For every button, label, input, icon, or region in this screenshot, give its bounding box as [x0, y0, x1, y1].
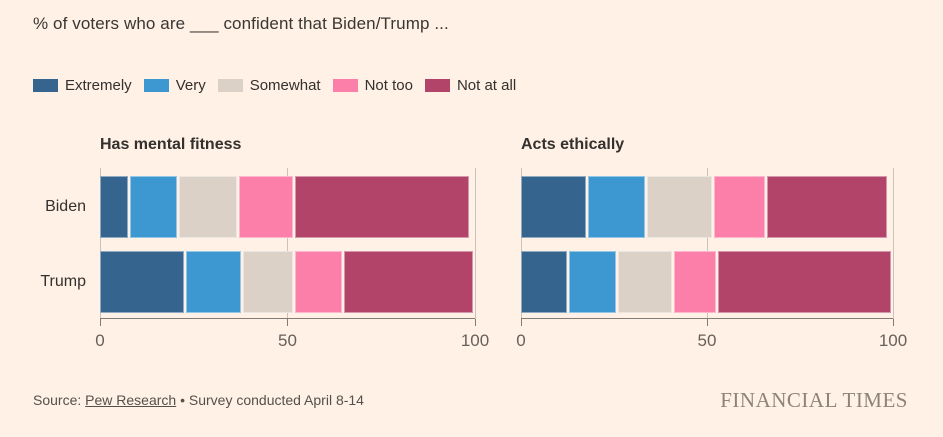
footer: Source: Pew Research • Survey conducted …: [33, 386, 908, 414]
gridline-0: [520, 168, 522, 319]
financial-times-logo: FINANCIAL TIMES: [720, 387, 908, 412]
legend-label: Not at all: [456, 77, 517, 94]
page-title: % of voters who are ___ confident that B…: [33, 14, 449, 33]
bar-segment-trump-not-at-all: [718, 251, 891, 313]
bar-row-biden: [100, 176, 475, 238]
bar-segment-biden-very: [130, 176, 177, 238]
x-axis-line: [100, 318, 475, 319]
gridline-100: [892, 168, 894, 319]
bar-segment-biden-somewhat: [647, 176, 713, 238]
bar-row-biden: [521, 176, 893, 238]
gridline-0: [99, 168, 101, 319]
bar-row-trump: [521, 251, 893, 313]
bar-row-trump: [100, 251, 475, 313]
axis-tick-label: 0: [516, 331, 526, 350]
chart-acts-ethically: Acts ethically 0 50 100: [516, 136, 907, 350]
legend-swatch-icon: [143, 79, 169, 92]
bar-segment-trump-not-at-all: [343, 251, 473, 313]
gridline-100: [474, 168, 476, 319]
legend-item-very: Very: [143, 77, 206, 94]
bar-segment-trump-very: [569, 251, 616, 313]
legend-item-not-too: Not too: [332, 77, 413, 94]
bar-segment-biden-very: [587, 176, 646, 238]
axis-tick-label: 50: [697, 331, 717, 350]
legend-swatch-icon: [33, 79, 58, 92]
gridline-50: [287, 168, 288, 319]
category-label-biden: Biden: [45, 198, 86, 215]
legend-item-not-at-all: Not at all: [424, 77, 517, 94]
bar-segment-trump-extremely: [521, 251, 568, 313]
source-link[interactable]: Pew Research: [85, 392, 177, 408]
bar-segment-biden-not-at-all: [295, 176, 470, 238]
legend-label: Very: [175, 77, 206, 94]
chart-subtitle: Acts ethically: [521, 136, 625, 153]
bar-segment-biden-somewhat: [178, 176, 237, 238]
bar-segment-trump-not-too: [295, 251, 342, 313]
bar-segment-trump-very: [186, 251, 241, 313]
bar-segment-biden-extremely: [100, 176, 128, 238]
axis-tick-label: 0: [95, 331, 105, 350]
legend-swatch-icon: [424, 79, 450, 92]
axis-tick-100: [474, 319, 476, 326]
legend: Extremely Very Somewhat Not too Not at all: [33, 77, 516, 94]
bar-segment-biden-not-too: [238, 176, 293, 238]
bar-segment-biden-extremely: [521, 176, 586, 238]
source-prefix: Source:: [33, 392, 86, 408]
gridline-50: [706, 168, 708, 319]
axis-tick-50: [706, 319, 708, 326]
axis-tick-label: 100: [460, 331, 490, 350]
axis-tick-100: [892, 319, 894, 326]
axis-tick-0: [520, 319, 522, 326]
legend-item-somewhat: Somewhat: [217, 77, 321, 94]
bar-segment-trump-somewhat: [617, 251, 672, 313]
category-label-trump: Trump: [40, 273, 86, 290]
legend-label: Somewhat: [249, 77, 321, 94]
axis-tick-50: [287, 319, 288, 326]
source-suffix: • Survey conducted April 8-14: [176, 392, 364, 408]
legend-item-extremely: Extremely: [33, 77, 132, 94]
axis-tick-label: 50: [278, 331, 297, 350]
bar-segment-biden-not-at-all: [766, 176, 888, 238]
bar-segment-trump-somewhat: [242, 251, 293, 313]
legend-swatch-icon: [332, 79, 358, 92]
chart-subtitle: Has mental fitness: [100, 136, 242, 153]
legend-swatch-icon: [217, 79, 243, 92]
axis-tick-0: [99, 319, 101, 326]
bar-segment-trump-extremely: [100, 251, 185, 313]
chart-has-mental-fitness: Has mental fitness 0 50 100: [95, 136, 489, 350]
plot-area: 0 50 100: [95, 168, 489, 350]
plot-area: 0 50 100: [516, 168, 907, 350]
legend-label: Extremely: [65, 77, 132, 94]
x-axis-line: [521, 318, 893, 319]
bar-segment-biden-not-too: [714, 176, 765, 238]
source-text: Source: Pew Research • Survey conducted …: [33, 392, 364, 408]
legend-label: Not too: [364, 77, 413, 94]
bar-segment-trump-not-too: [673, 251, 717, 313]
axis-tick-label: 100: [878, 331, 908, 350]
